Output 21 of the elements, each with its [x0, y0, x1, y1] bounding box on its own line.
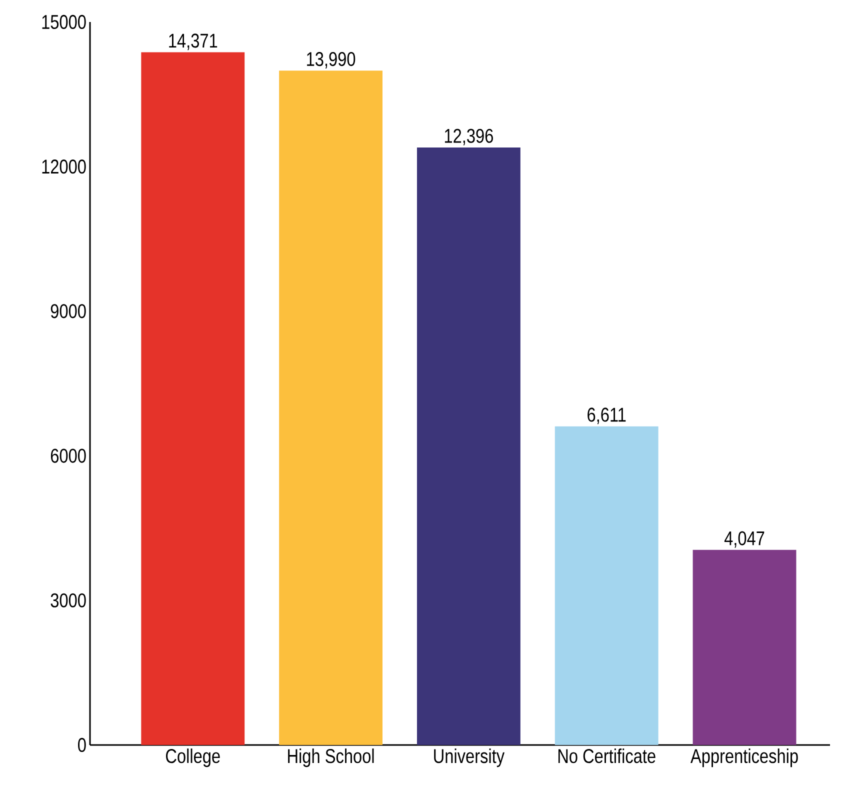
bar — [554, 426, 658, 745]
y-tick-label: 9000 — [50, 304, 86, 318]
data-label: 12,396 — [444, 128, 493, 146]
y-tick-label: 6000 — [50, 448, 86, 463]
x-tick-label: College — [166, 748, 220, 768]
data-label: 14,371 — [169, 34, 218, 50]
y-tick-label: 15000 — [42, 14, 86, 30]
data-label: 13,990 — [307, 52, 356, 68]
bar — [141, 52, 245, 745]
x-tick-label: High School — [288, 748, 374, 768]
x-tick-label: Apprenticeship — [690, 748, 798, 768]
bar — [416, 147, 520, 745]
x-tick-label: University — [434, 748, 505, 768]
data-label: 4,047 — [724, 531, 764, 548]
y-tick-label: 0 — [78, 738, 86, 752]
bar — [279, 70, 383, 745]
x-tick-label: No Certificate — [558, 748, 656, 764]
data-label: 6,611 — [588, 408, 626, 424]
y-tick-label: 3000 — [50, 593, 86, 608]
y-tick-label: 12000 — [42, 160, 86, 174]
bar — [692, 550, 796, 745]
